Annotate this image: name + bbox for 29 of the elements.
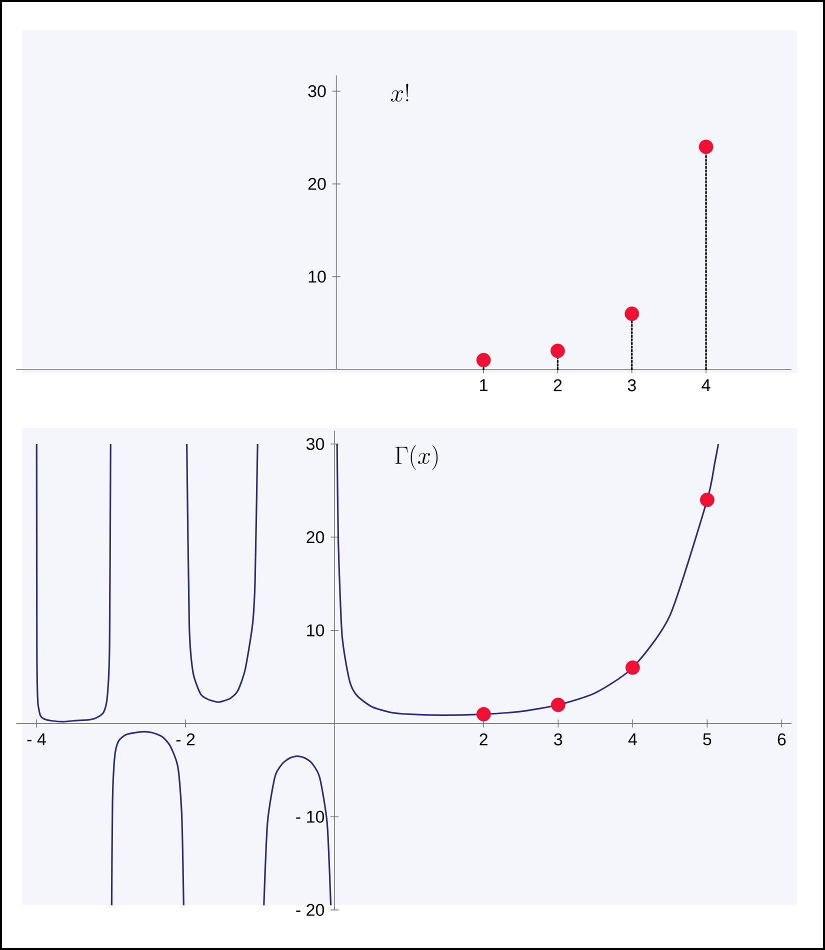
x-tick-label: 2 bbox=[480, 733, 488, 746]
text: $\Gamma(x)$ bbox=[396, 445, 438, 470]
y-tick-label: - 20 bbox=[296, 904, 324, 916]
x-tick-label: - 4 bbox=[27, 733, 46, 746]
point bbox=[550, 698, 566, 712]
point bbox=[476, 352, 491, 368]
x-tick-label: 4 bbox=[628, 733, 637, 746]
y-tick-label: 30 bbox=[308, 85, 326, 98]
point bbox=[700, 492, 714, 508]
x-tick-label: 3 bbox=[554, 733, 562, 746]
point bbox=[476, 707, 491, 722]
y-tick-label: 20 bbox=[306, 531, 324, 544]
y-tick-label: 10 bbox=[307, 624, 324, 636]
y-tick-label: 30 bbox=[306, 438, 324, 450]
x-tick-label: 1 bbox=[480, 379, 488, 391]
x-tick-label: 2 bbox=[554, 379, 562, 392]
x-tick-label: 5 bbox=[703, 733, 712, 746]
point bbox=[550, 344, 565, 358]
x-tick-label: - 2 bbox=[176, 733, 195, 746]
text: $x!$ bbox=[391, 84, 408, 102]
x-tick-label: 6 bbox=[778, 733, 786, 746]
x-tick-label: 3 bbox=[628, 379, 636, 392]
point bbox=[698, 140, 714, 154]
point bbox=[625, 660, 640, 675]
y-tick-label: 10 bbox=[308, 270, 326, 283]
y-tick-label: - 10 bbox=[296, 810, 324, 823]
x-tick-label: 4 bbox=[702, 379, 710, 391]
point bbox=[624, 306, 640, 321]
y-tick-label: 20 bbox=[308, 178, 326, 190]
